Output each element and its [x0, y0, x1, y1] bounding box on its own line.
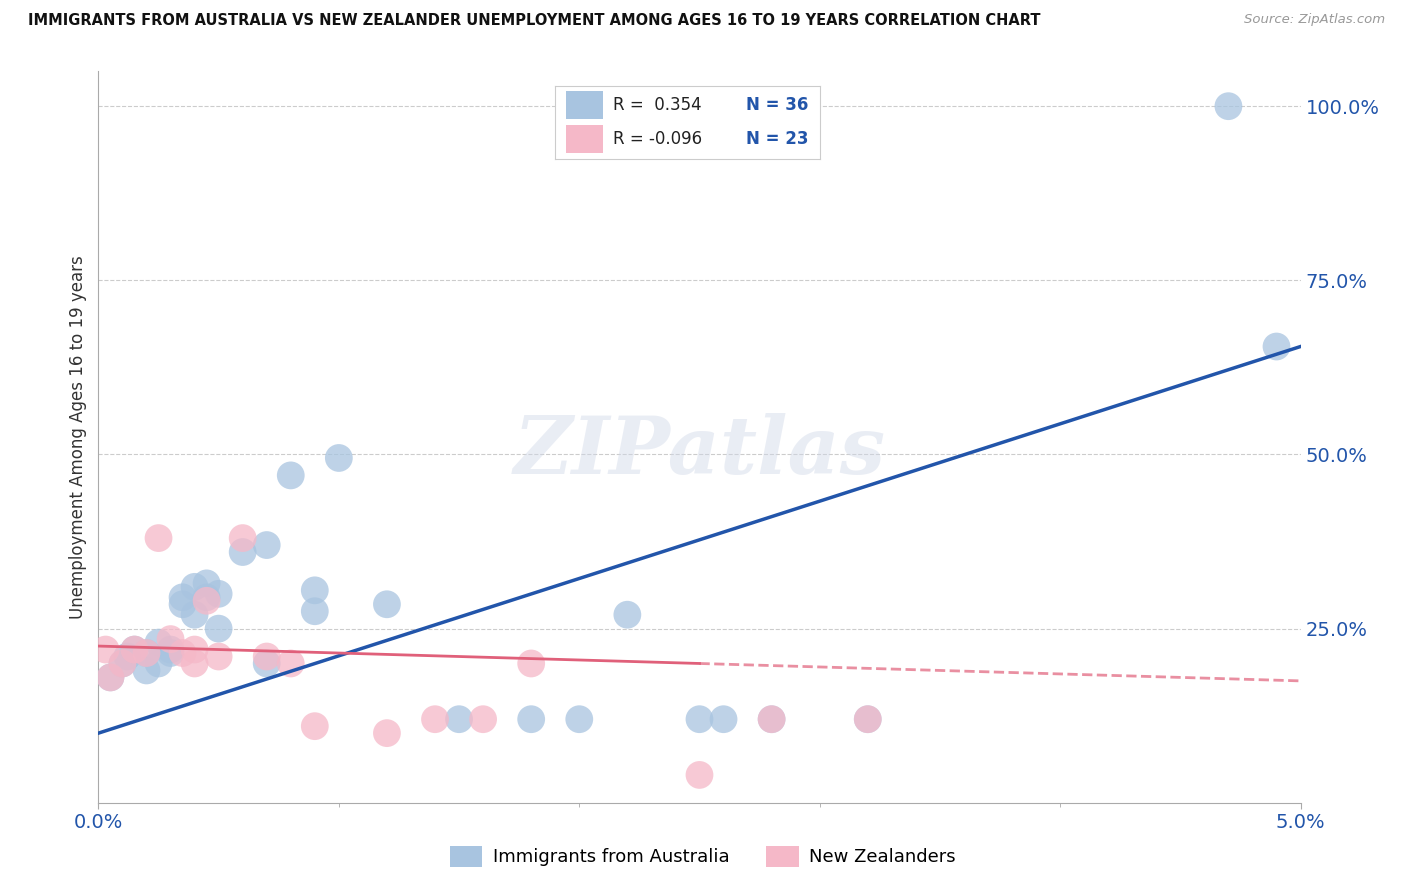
FancyBboxPatch shape: [565, 91, 603, 119]
FancyBboxPatch shape: [565, 126, 603, 153]
Point: [856, 712, 879, 726]
Point: [472, 712, 495, 726]
Point: [304, 583, 326, 598]
Point: [135, 664, 157, 678]
Text: Source: ZipAtlas.com: Source: ZipAtlas.com: [1244, 13, 1385, 27]
Point: [208, 649, 231, 664]
Point: [1265, 339, 1288, 353]
Point: [172, 597, 194, 611]
Point: [183, 642, 205, 657]
Point: [568, 712, 591, 726]
Point: [713, 712, 735, 726]
Point: [375, 597, 398, 611]
Point: [520, 657, 543, 671]
Text: N = 36: N = 36: [745, 96, 808, 114]
Point: [135, 646, 157, 660]
Legend: Immigrants from Australia, New Zealanders: Immigrants from Australia, New Zealander…: [443, 838, 963, 874]
Point: [256, 538, 278, 552]
Point: [689, 712, 711, 726]
Point: [148, 635, 170, 649]
Text: IMMIGRANTS FROM AUSTRALIA VS NEW ZEALANDER UNEMPLOYMENT AMONG AGES 16 TO 19 YEAR: IMMIGRANTS FROM AUSTRALIA VS NEW ZEALAND…: [28, 13, 1040, 29]
Point: [111, 657, 134, 671]
Point: [304, 604, 326, 618]
Point: [616, 607, 638, 622]
Point: [148, 657, 170, 671]
Text: R =  0.354: R = 0.354: [613, 96, 702, 114]
Point: [100, 670, 122, 684]
Point: [100, 670, 122, 684]
Point: [328, 450, 350, 465]
Point: [183, 657, 205, 671]
Text: ZIPatlas: ZIPatlas: [513, 413, 886, 491]
Point: [689, 768, 711, 782]
Point: [94, 642, 117, 657]
Point: [447, 712, 470, 726]
Point: [375, 726, 398, 740]
Point: [256, 657, 278, 671]
Point: [159, 646, 181, 660]
Point: [856, 712, 879, 726]
Point: [761, 712, 783, 726]
Text: N = 23: N = 23: [745, 130, 808, 148]
Point: [135, 646, 157, 660]
Point: [124, 642, 146, 657]
Point: [304, 719, 326, 733]
Point: [148, 531, 170, 545]
Point: [208, 622, 231, 636]
Point: [172, 591, 194, 605]
Point: [172, 646, 194, 660]
Point: [280, 468, 302, 483]
Point: [520, 712, 543, 726]
Point: [208, 587, 231, 601]
Point: [195, 576, 218, 591]
Point: [159, 642, 181, 657]
Point: [232, 531, 254, 545]
Point: [1218, 99, 1240, 113]
Point: [761, 712, 783, 726]
Y-axis label: Unemployment Among Ages 16 to 19 years: Unemployment Among Ages 16 to 19 years: [69, 255, 87, 619]
Point: [183, 607, 205, 622]
Point: [280, 657, 302, 671]
Point: [256, 649, 278, 664]
Point: [183, 580, 205, 594]
Point: [159, 632, 181, 646]
Point: [195, 591, 218, 605]
Point: [124, 642, 146, 657]
Point: [111, 657, 134, 671]
Point: [232, 545, 254, 559]
Point: [423, 712, 446, 726]
Text: R = -0.096: R = -0.096: [613, 130, 703, 148]
Point: [195, 594, 218, 608]
Point: [117, 649, 139, 664]
